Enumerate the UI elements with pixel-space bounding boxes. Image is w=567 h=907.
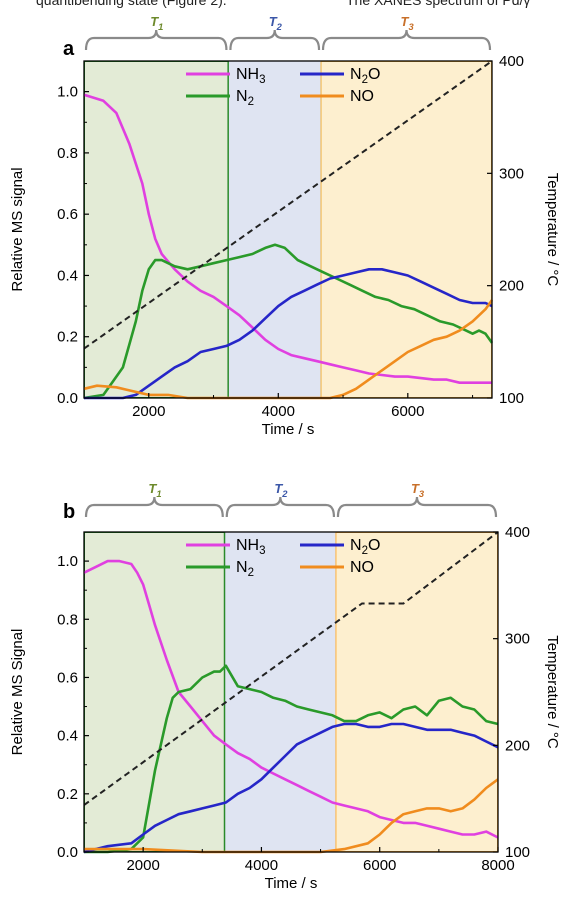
y2-tick-label: 100: [499, 390, 524, 407]
series-N2-line: [83, 243, 494, 400]
header-text-right: The XANES spectrum of Pd/γ: [346, 0, 531, 8]
region-T3: [321, 61, 492, 398]
region-label-T3: T3: [411, 481, 425, 499]
legend-label-NO: NO: [350, 559, 374, 576]
y-tick-label: 0.6: [57, 206, 78, 223]
region-label-T2: T2: [274, 481, 288, 499]
legend-label-N2O: N2O: [350, 537, 380, 557]
x-tick-label: 2000: [132, 403, 165, 420]
x-tick-label: 4000: [245, 857, 278, 874]
legend-label-NO: NO: [350, 88, 374, 105]
y2-tick-label: 300: [499, 165, 524, 182]
legend-label-N2: N2: [236, 88, 254, 108]
series-NH3-line: [83, 559, 499, 839]
y-tick-label: 0.8: [57, 611, 78, 628]
y-axis-label: Relative MS signal: [9, 167, 26, 291]
region-brace-T1: [84, 496, 224, 518]
y-tick-label: 0.0: [57, 390, 78, 407]
y2-axis-label: Temperature / °C: [544, 635, 561, 749]
series-N2O-line: [84, 268, 493, 400]
header-text-fragment: quantibending state (Figure 2). The XANE…: [0, 0, 567, 8]
series-N2O-line: [83, 722, 499, 854]
panel-letter: a: [63, 38, 75, 60]
legend-label-N2O: N2O: [350, 66, 380, 86]
region-brace-T2: [225, 496, 336, 518]
y2-tick-label: 400: [505, 524, 530, 541]
chart-panel-b: T1 T2 T3 0.0 0.2 0.4 0.6 0.8 1.0 100 200 300 400 2000…: [9, 481, 561, 892]
y-tick-label: 0.2: [57, 329, 78, 346]
region-label-T1: T1: [150, 14, 163, 32]
y2-tick-label: 100: [505, 844, 530, 861]
region-brace-T3: [321, 29, 492, 51]
x-axis-label: Time / s: [262, 421, 315, 438]
series-temperature-line: [83, 60, 493, 350]
plot-frame: [83, 60, 493, 399]
x-tick-label: 6000: [391, 403, 424, 420]
y-tick-label: 1.0: [57, 553, 78, 570]
legend-label-NH3: NH3: [236, 537, 266, 557]
x-tick-label: 2000: [126, 857, 159, 874]
y-axis-label: Relative MS Signal: [9, 629, 26, 756]
y-tick-label: 0.8: [57, 145, 78, 162]
y2-tick-label: 300: [505, 631, 530, 648]
region-T1: [84, 61, 229, 398]
y-tick-label: 1.0: [57, 84, 78, 101]
series-temperature-line: [83, 531, 499, 806]
y2-tick-label: 400: [499, 53, 524, 70]
region-brace-T3: [336, 496, 498, 518]
region-T1: [84, 532, 225, 852]
region-brace-T2: [229, 29, 321, 51]
x-tick-label: 4000: [262, 403, 295, 420]
y-tick-label: 0.2: [57, 786, 78, 803]
header-text-left: quantibending state (Figure 2).: [36, 0, 227, 8]
y-tick-label: 0.4: [57, 728, 78, 745]
legend-label-N2: N2: [236, 559, 254, 579]
y-tick-label: 0.6: [57, 669, 78, 686]
region-T2: [224, 532, 336, 852]
panel-letter: b: [63, 501, 75, 523]
chart-panel-a: T1 T2 T3 0.0 0.2 0.4 0.6 0.8 1.0 100 200 300 400 2000…: [9, 14, 561, 438]
x-tick-label: 6000: [363, 857, 396, 874]
series-NH3-line: [83, 93, 492, 384]
y2-tick-label: 200: [499, 278, 524, 295]
series-N2-line: [84, 664, 499, 854]
x-tick-label: 8000: [481, 857, 514, 874]
y-tick-label: 0.0: [57, 844, 78, 861]
region-T2: [228, 61, 322, 398]
y2-axis-label: Temperature / °C: [544, 173, 561, 287]
region-label-T3: T3: [401, 14, 415, 32]
region-T3: [335, 532, 498, 852]
region-label-T2: T2: [269, 14, 283, 32]
plot-frame: [83, 531, 499, 853]
legend-label-NH3: NH3: [236, 66, 266, 86]
y-tick-label: 0.4: [57, 267, 78, 284]
y2-tick-label: 200: [505, 737, 530, 754]
region-label-T1: T1: [148, 481, 161, 499]
x-axis-label: Time / s: [265, 875, 318, 892]
region-brace-T1: [84, 29, 228, 51]
